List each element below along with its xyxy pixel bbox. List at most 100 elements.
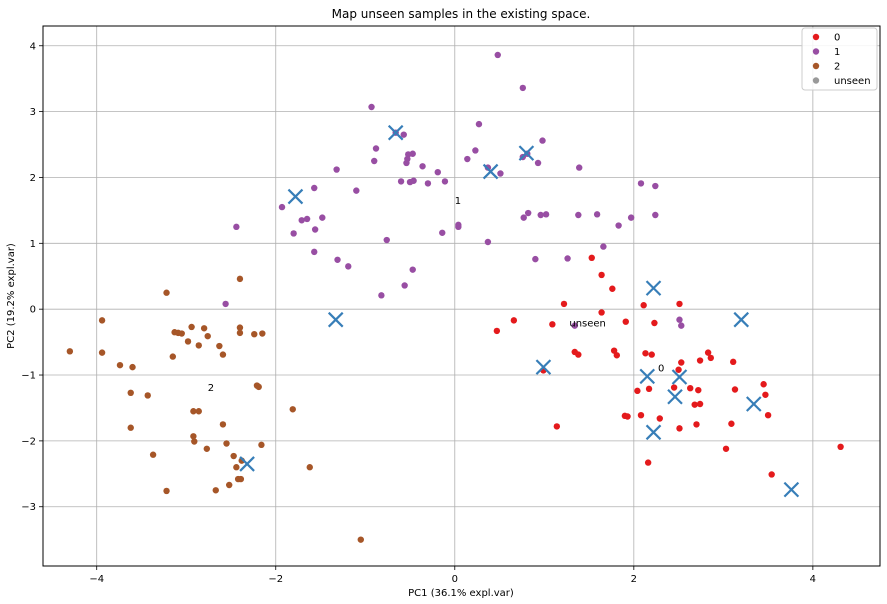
centroids <box>239 124 800 498</box>
point-class-0 <box>695 386 702 394</box>
point-class-0 <box>670 384 678 391</box>
point-class-2 <box>163 289 170 296</box>
point-class-2 <box>237 475 245 483</box>
point-class-1 <box>319 214 326 221</box>
grid <box>43 26 880 566</box>
point-class-2 <box>289 406 296 413</box>
point-class-1 <box>524 209 532 217</box>
centroid-stroke <box>645 280 662 296</box>
legend-label-1: 1 <box>834 47 840 58</box>
point-class-0 <box>575 351 582 358</box>
point-class-1 <box>334 256 341 263</box>
point-class-2 <box>219 421 227 428</box>
point-class-1 <box>455 221 462 229</box>
point-class-0 <box>696 357 704 364</box>
point-class-0 <box>553 423 561 430</box>
point-class-0 <box>656 415 663 422</box>
point-class-2 <box>127 424 134 431</box>
point-class-0 <box>696 400 704 408</box>
centroid-stroke <box>733 311 750 328</box>
point-class-1 <box>627 214 635 221</box>
point-class-0 <box>729 358 737 366</box>
point-class-0 <box>634 387 641 395</box>
y-tick-label: 0 <box>30 305 36 316</box>
point-class-0 <box>588 254 595 262</box>
point-class-0 <box>764 411 772 419</box>
point-class-0 <box>637 411 645 419</box>
point-class-0 <box>493 327 501 335</box>
y-tick-label: 1 <box>30 239 36 250</box>
point-class-1 <box>434 168 441 176</box>
point-class-2 <box>98 317 106 324</box>
point-class-1 <box>637 180 645 187</box>
centroid-stroke <box>287 188 304 205</box>
legend: 0 1 2 unseen <box>801 27 878 91</box>
annotation-1: 1 <box>455 196 461 207</box>
centroid-marker <box>645 424 662 441</box>
x-tick-label: 0 <box>452 574 458 585</box>
point-class-1 <box>404 155 411 163</box>
point-class-1 <box>542 211 550 218</box>
annotation-2: 2 <box>208 383 214 394</box>
point-class-1 <box>439 229 446 236</box>
point-class-2 <box>357 536 364 543</box>
point-class-2 <box>66 348 74 355</box>
point-class-1 <box>472 147 479 154</box>
point-class-2 <box>236 329 244 337</box>
point-class-1 <box>484 238 492 246</box>
point-class-1 <box>368 103 375 111</box>
centroid-stroke <box>645 424 662 441</box>
point-class-1 <box>401 282 408 289</box>
centroid-stroke <box>482 163 499 180</box>
point-class-2 <box>190 408 197 415</box>
point-class-0 <box>613 352 621 359</box>
point-class-0 <box>598 271 605 279</box>
centroid-marker <box>645 280 662 296</box>
point-class-1 <box>371 157 378 165</box>
x-tick-label: 2 <box>631 574 637 585</box>
point-class-1 <box>278 203 286 211</box>
point-class-0 <box>837 443 844 451</box>
point-class-1 <box>311 226 319 233</box>
point-class-0 <box>642 350 649 357</box>
centroid-stroke <box>671 369 688 385</box>
point-class-2 <box>258 441 265 449</box>
point-class-1 <box>464 155 471 163</box>
point-class-0 <box>728 420 735 427</box>
point-class-1 <box>497 170 504 177</box>
point-class-2 <box>230 452 237 460</box>
point-class-1 <box>571 322 578 329</box>
annotations: 1 unseen 0 2 <box>208 196 665 394</box>
centroid-marker <box>239 456 255 472</box>
point-class-1 <box>575 211 582 219</box>
point-class-1 <box>298 217 305 224</box>
point-class-1 <box>409 150 416 157</box>
point-class-2 <box>203 445 211 452</box>
centroid-stroke <box>387 124 404 141</box>
point-class-0 <box>760 381 767 388</box>
point-class-0 <box>609 285 616 292</box>
legend-marker-1 <box>812 48 820 55</box>
point-class-1 <box>534 159 542 167</box>
point-class-1 <box>441 178 449 185</box>
point-class-0 <box>691 401 698 408</box>
point-class-2 <box>195 342 202 349</box>
point-class-1 <box>378 292 385 299</box>
point-class-1 <box>311 184 318 192</box>
legend-label-0: 0 <box>834 33 840 44</box>
point-class-1 <box>520 214 527 221</box>
point-class-1 <box>372 145 380 152</box>
centroid-marker <box>733 311 750 328</box>
point-class-0 <box>549 321 556 328</box>
point-class-0 <box>731 386 739 393</box>
point-class-2 <box>236 275 244 283</box>
point-class-0 <box>640 302 647 309</box>
point-class-1 <box>233 223 240 231</box>
point-class-0 <box>704 349 712 356</box>
point-class-2 <box>127 389 134 397</box>
x-tick-label: −4 <box>89 574 104 585</box>
point-class-2 <box>306 464 313 471</box>
point-class-1 <box>311 248 318 256</box>
point-class-0 <box>707 354 715 362</box>
